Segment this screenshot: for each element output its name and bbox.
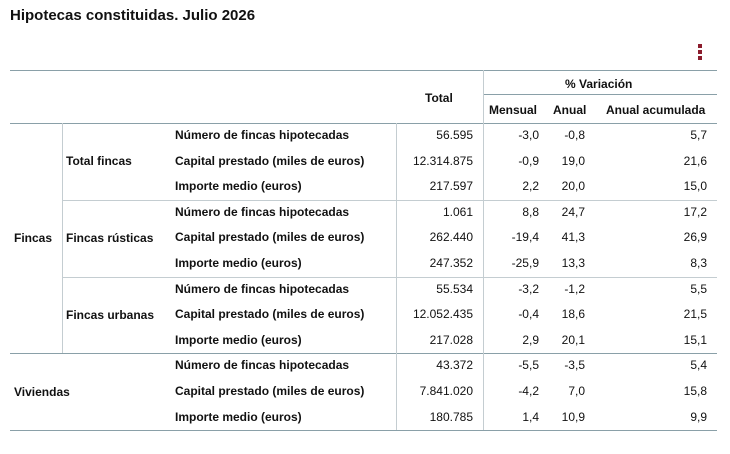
header-bottom-border bbox=[10, 123, 717, 124]
cell-anual: -0,8 bbox=[564, 128, 585, 142]
cell-mensual: -0,4 bbox=[518, 307, 539, 322]
row-label: Importe medio (euros) bbox=[175, 409, 302, 424]
cell-acumulada: 5,4 bbox=[690, 358, 707, 373]
body-divider-label bbox=[62, 123, 63, 354]
cell-acumulada: 5,7 bbox=[690, 128, 707, 142]
body-divider-values bbox=[483, 123, 484, 431]
menu-dot bbox=[698, 56, 702, 60]
cell-mensual: -3,2 bbox=[518, 281, 539, 296]
group-separator bbox=[10, 430, 717, 432]
cell-total: 217.028 bbox=[429, 332, 473, 347]
row-label: Número de fincas hipotecadas bbox=[175, 204, 350, 219]
row-label: Capital prestado (miles de euros) bbox=[175, 307, 365, 322]
header-anual-acumulada: Anual acumulada bbox=[606, 103, 706, 117]
cell-anual: 41,3 bbox=[561, 230, 585, 245]
variacion-underline bbox=[483, 94, 717, 95]
cell-acumulada: 8,3 bbox=[690, 256, 707, 270]
cell-total: 1.061 bbox=[442, 204, 473, 219]
cell-acumulada: 21,6 bbox=[683, 153, 707, 168]
cell-acumulada: 9,9 bbox=[690, 409, 707, 424]
cell-acumulada: 17,2 bbox=[683, 204, 707, 219]
subgroup-label: Fincas urbanas bbox=[66, 308, 155, 322]
cell-anual: -3,5 bbox=[564, 358, 585, 373]
subgroup-separator bbox=[62, 276, 717, 278]
header-mensual: Mensual bbox=[489, 103, 538, 117]
cell-acumulada: 15,1 bbox=[683, 332, 707, 347]
menu-dot bbox=[698, 50, 702, 54]
cell-anual: 20,0 bbox=[561, 179, 585, 194]
row-label: Capital prestado (miles de euros) bbox=[175, 230, 365, 245]
cell-anual: -1,2 bbox=[564, 281, 585, 296]
cell-anual: 7,0 bbox=[568, 384, 585, 398]
cell-anual: 19,0 bbox=[561, 153, 585, 168]
cell-acumulada: 21,5 bbox=[683, 307, 707, 322]
cell-total: 262.440 bbox=[429, 230, 473, 245]
group-separator bbox=[10, 353, 717, 355]
cell-total: 55.534 bbox=[436, 281, 473, 296]
cell-anual: 10,9 bbox=[561, 409, 585, 424]
kebab-menu-icon[interactable] bbox=[697, 44, 703, 60]
subgroup-separator bbox=[62, 199, 717, 201]
group-label: Fincas bbox=[14, 231, 53, 246]
cell-total: 56.595 bbox=[436, 128, 473, 142]
cell-mensual: -0,9 bbox=[518, 153, 539, 168]
group-label: Viviendas bbox=[14, 384, 70, 399]
cell-anual: 18,6 bbox=[561, 307, 585, 322]
row-label: Importe medio (euros) bbox=[175, 179, 302, 194]
cell-mensual: 1,4 bbox=[522, 409, 539, 424]
body-divider-total bbox=[396, 123, 397, 431]
cell-acumulada: 26,9 bbox=[683, 230, 707, 245]
menu-dot bbox=[698, 44, 702, 48]
row-label: Capital prestado (miles de euros) bbox=[175, 384, 365, 398]
cell-mensual: -19,4 bbox=[511, 230, 539, 245]
page-title: Hipotecas constituidas. Julio 2026 bbox=[10, 7, 256, 24]
cell-total: 12.314.875 bbox=[412, 153, 473, 168]
header-divider-total bbox=[483, 70, 484, 123]
cell-mensual: -3,0 bbox=[518, 128, 539, 142]
cell-total: 43.372 bbox=[436, 358, 473, 373]
row-label: Capital prestado (miles de euros) bbox=[175, 153, 365, 168]
cell-mensual: 8,8 bbox=[522, 204, 539, 219]
cell-anual: 24,7 bbox=[561, 204, 585, 219]
row-label: Importe medio (euros) bbox=[175, 332, 302, 347]
cell-acumulada: 15,0 bbox=[683, 179, 707, 194]
cell-anual: 20,1 bbox=[561, 332, 585, 347]
row-label: Número de fincas hipotecadas bbox=[175, 358, 350, 373]
row-label: Importe medio (euros) bbox=[175, 256, 302, 270]
cell-mensual: -4,2 bbox=[518, 384, 539, 398]
cell-anual: 13,3 bbox=[561, 256, 585, 270]
cell-total: 180.785 bbox=[429, 409, 473, 424]
header-variacion: % Variación bbox=[565, 77, 633, 91]
header-total: Total bbox=[425, 91, 453, 105]
cell-mensual: 2,9 bbox=[522, 332, 539, 347]
cell-acumulada: 15,8 bbox=[683, 384, 707, 398]
cell-mensual: -5,5 bbox=[518, 358, 539, 373]
cell-total: 217.597 bbox=[429, 179, 473, 194]
cell-total: 247.352 bbox=[429, 256, 473, 270]
cell-mensual: -25,9 bbox=[511, 256, 539, 270]
table-top-border bbox=[10, 70, 717, 71]
subgroup-label: Fincas rústicas bbox=[66, 231, 154, 246]
row-label: Número de fincas hipotecadas bbox=[175, 281, 350, 296]
cell-total: 7.841.020 bbox=[419, 384, 473, 398]
cell-mensual: 2,2 bbox=[522, 179, 539, 194]
cell-total: 12.052.435 bbox=[412, 307, 473, 322]
subgroup-label: Total fincas bbox=[66, 154, 132, 169]
row-label: Número de fincas hipotecadas bbox=[175, 128, 350, 142]
header-anual: Anual bbox=[553, 103, 587, 117]
cell-acumulada: 5,5 bbox=[690, 281, 707, 296]
